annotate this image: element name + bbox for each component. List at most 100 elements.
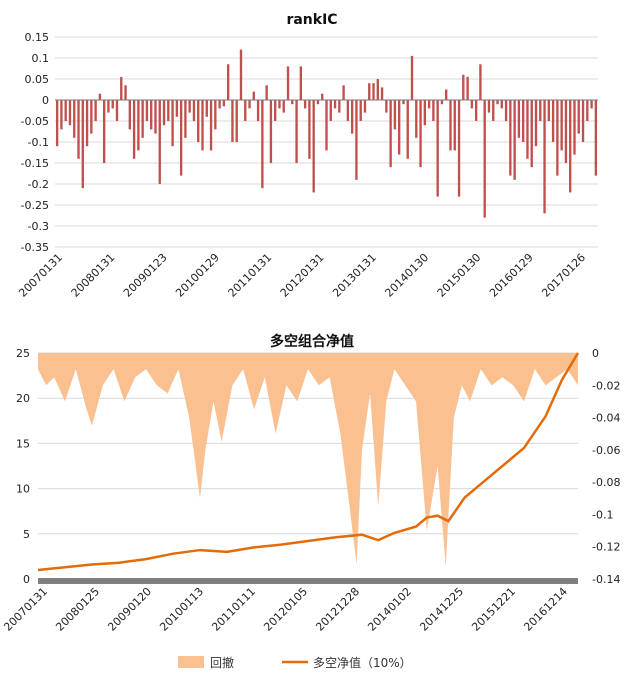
rankic-bar (453, 100, 456, 151)
rankic-bar (470, 100, 474, 109)
longshort-x-axis: 20070131 20080125 20090120 20100113 20110111… (1, 585, 570, 634)
rankic-bar (406, 100, 409, 159)
rankic-bar (239, 49, 243, 100)
rankic-bar (380, 87, 384, 100)
longshort-right-tick: -0.02 (592, 379, 620, 392)
legend-label-nav: 多空净值（10%） (313, 655, 412, 670)
rankic-bar (350, 100, 354, 134)
rankic-bar (291, 100, 294, 105)
rankic-bar (94, 100, 97, 121)
rankic-bar (77, 100, 80, 159)
rankic-bar (551, 100, 555, 142)
longshort-left-tick: 10 (16, 483, 30, 496)
rankic-bar (231, 100, 234, 142)
longshort-x-tick: 20140102 (365, 585, 414, 634)
rankic-bar (102, 100, 106, 163)
rankic-bar (504, 100, 508, 121)
rankic-x-tick: 20110131 (226, 251, 275, 300)
rankic-bar (556, 100, 559, 176)
longshort-x-tick: 20161214 (521, 585, 570, 634)
rankic-bar (175, 100, 179, 117)
rankic-bar (368, 83, 371, 100)
rankic-bar (590, 100, 593, 109)
rankic-x-tick: 20170126 (539, 251, 588, 300)
rankic-x-tick: 20150130 (435, 251, 484, 300)
rankic-bar (55, 100, 59, 147)
rankic-bar (68, 100, 72, 126)
rankic-bar (269, 100, 273, 163)
rankic-bar (321, 93, 324, 100)
rankic-x-tick: 20090123 (121, 251, 170, 300)
rankic-bar (312, 100, 315, 193)
longshort-left-tick: 5 (23, 528, 30, 541)
rankic-bar (402, 100, 405, 105)
rankic-bar (534, 100, 538, 147)
rankic-bar (128, 100, 131, 130)
longshort-title: 多空组合净值 (270, 333, 354, 350)
rankic-bar (141, 100, 144, 138)
rankic-bar (192, 100, 196, 121)
rankic-bar (449, 100, 452, 151)
longshort-x-tick: 20100113 (157, 585, 206, 634)
rankic-bar (543, 100, 546, 214)
rankic-bar (513, 100, 516, 180)
longshort-left-tick: 15 (16, 437, 30, 450)
longshort-right-tick: -0.08 (592, 476, 620, 489)
longshort-left-tick: 0 (23, 573, 30, 586)
longshort-left-tick: 20 (16, 392, 30, 405)
rankic-bar (539, 100, 542, 121)
rankic-bar (586, 100, 589, 121)
rankic-bar (85, 100, 89, 147)
longshort-right-tick: -0.06 (592, 444, 620, 457)
rankic-bar (150, 100, 153, 130)
rankic-bar (522, 100, 525, 142)
longshort-x-tick: 20080125 (53, 585, 102, 634)
rankic-bar (483, 100, 486, 218)
rankic-bar (594, 100, 598, 176)
rankic-bar (120, 76, 123, 100)
rankic-bar (474, 100, 478, 121)
rankic-bar (577, 100, 580, 134)
rankic-bar (235, 100, 238, 142)
rankic-bar (509, 100, 512, 176)
rankic-bar (547, 100, 551, 121)
rankic-bar (389, 100, 392, 168)
rankic-bar (278, 100, 281, 109)
rankic-bar (124, 85, 127, 100)
rankic-bar (107, 100, 110, 113)
longshort-x-tick: 20121228 (313, 585, 362, 634)
rankic-bar (496, 100, 499, 105)
rankic-y-tick: -0.25 (21, 199, 49, 212)
legend-swatch-drawdown (178, 656, 204, 668)
rankic-bar (282, 100, 285, 113)
longshort-x-tick: 20070131 (1, 585, 50, 634)
rankic-bar (492, 100, 495, 121)
rankic-y-tick: -0.3 (28, 220, 49, 233)
rankic-bar (60, 100, 63, 130)
rankic-bar (64, 100, 67, 121)
rankic-bar (333, 100, 337, 109)
rankic-bar (218, 100, 221, 109)
rankic-bar (111, 100, 114, 109)
rankic-title: rankIC (286, 12, 337, 28)
legend-label-drawdown: 回撤 (210, 655, 234, 670)
rankic-x-tick: 20140130 (382, 251, 431, 300)
drawdown-area (38, 353, 578, 567)
rankic-y-tick: -0.2 (28, 178, 49, 191)
rankic-bar (90, 100, 93, 134)
longshort-chart: 多空组合净值 0 5 10 15 20 25 0 -0.02 -0.04 -0.06 -0.08 -… (1, 333, 620, 670)
rankic-bar (526, 100, 529, 159)
rankic-bar (355, 100, 358, 180)
rankic-bar (415, 100, 418, 138)
rankic-bar (214, 100, 217, 130)
rankic-x-tick: 20120131 (278, 251, 327, 300)
rankic-y-axis: 0.15 0.1 0.05 0 -0.05 -0.1 -0.15 -0.2 -0.25 -0.3 -… (21, 31, 49, 254)
rankic-bar (299, 66, 303, 100)
rankic-bar (137, 100, 140, 151)
rankic-bar (423, 100, 427, 126)
longshort-right-tick: -0.1 (592, 508, 613, 521)
rankic-bar (363, 100, 367, 113)
rankic-bar (132, 100, 136, 159)
rankic-y-tick: -0.35 (21, 241, 49, 254)
